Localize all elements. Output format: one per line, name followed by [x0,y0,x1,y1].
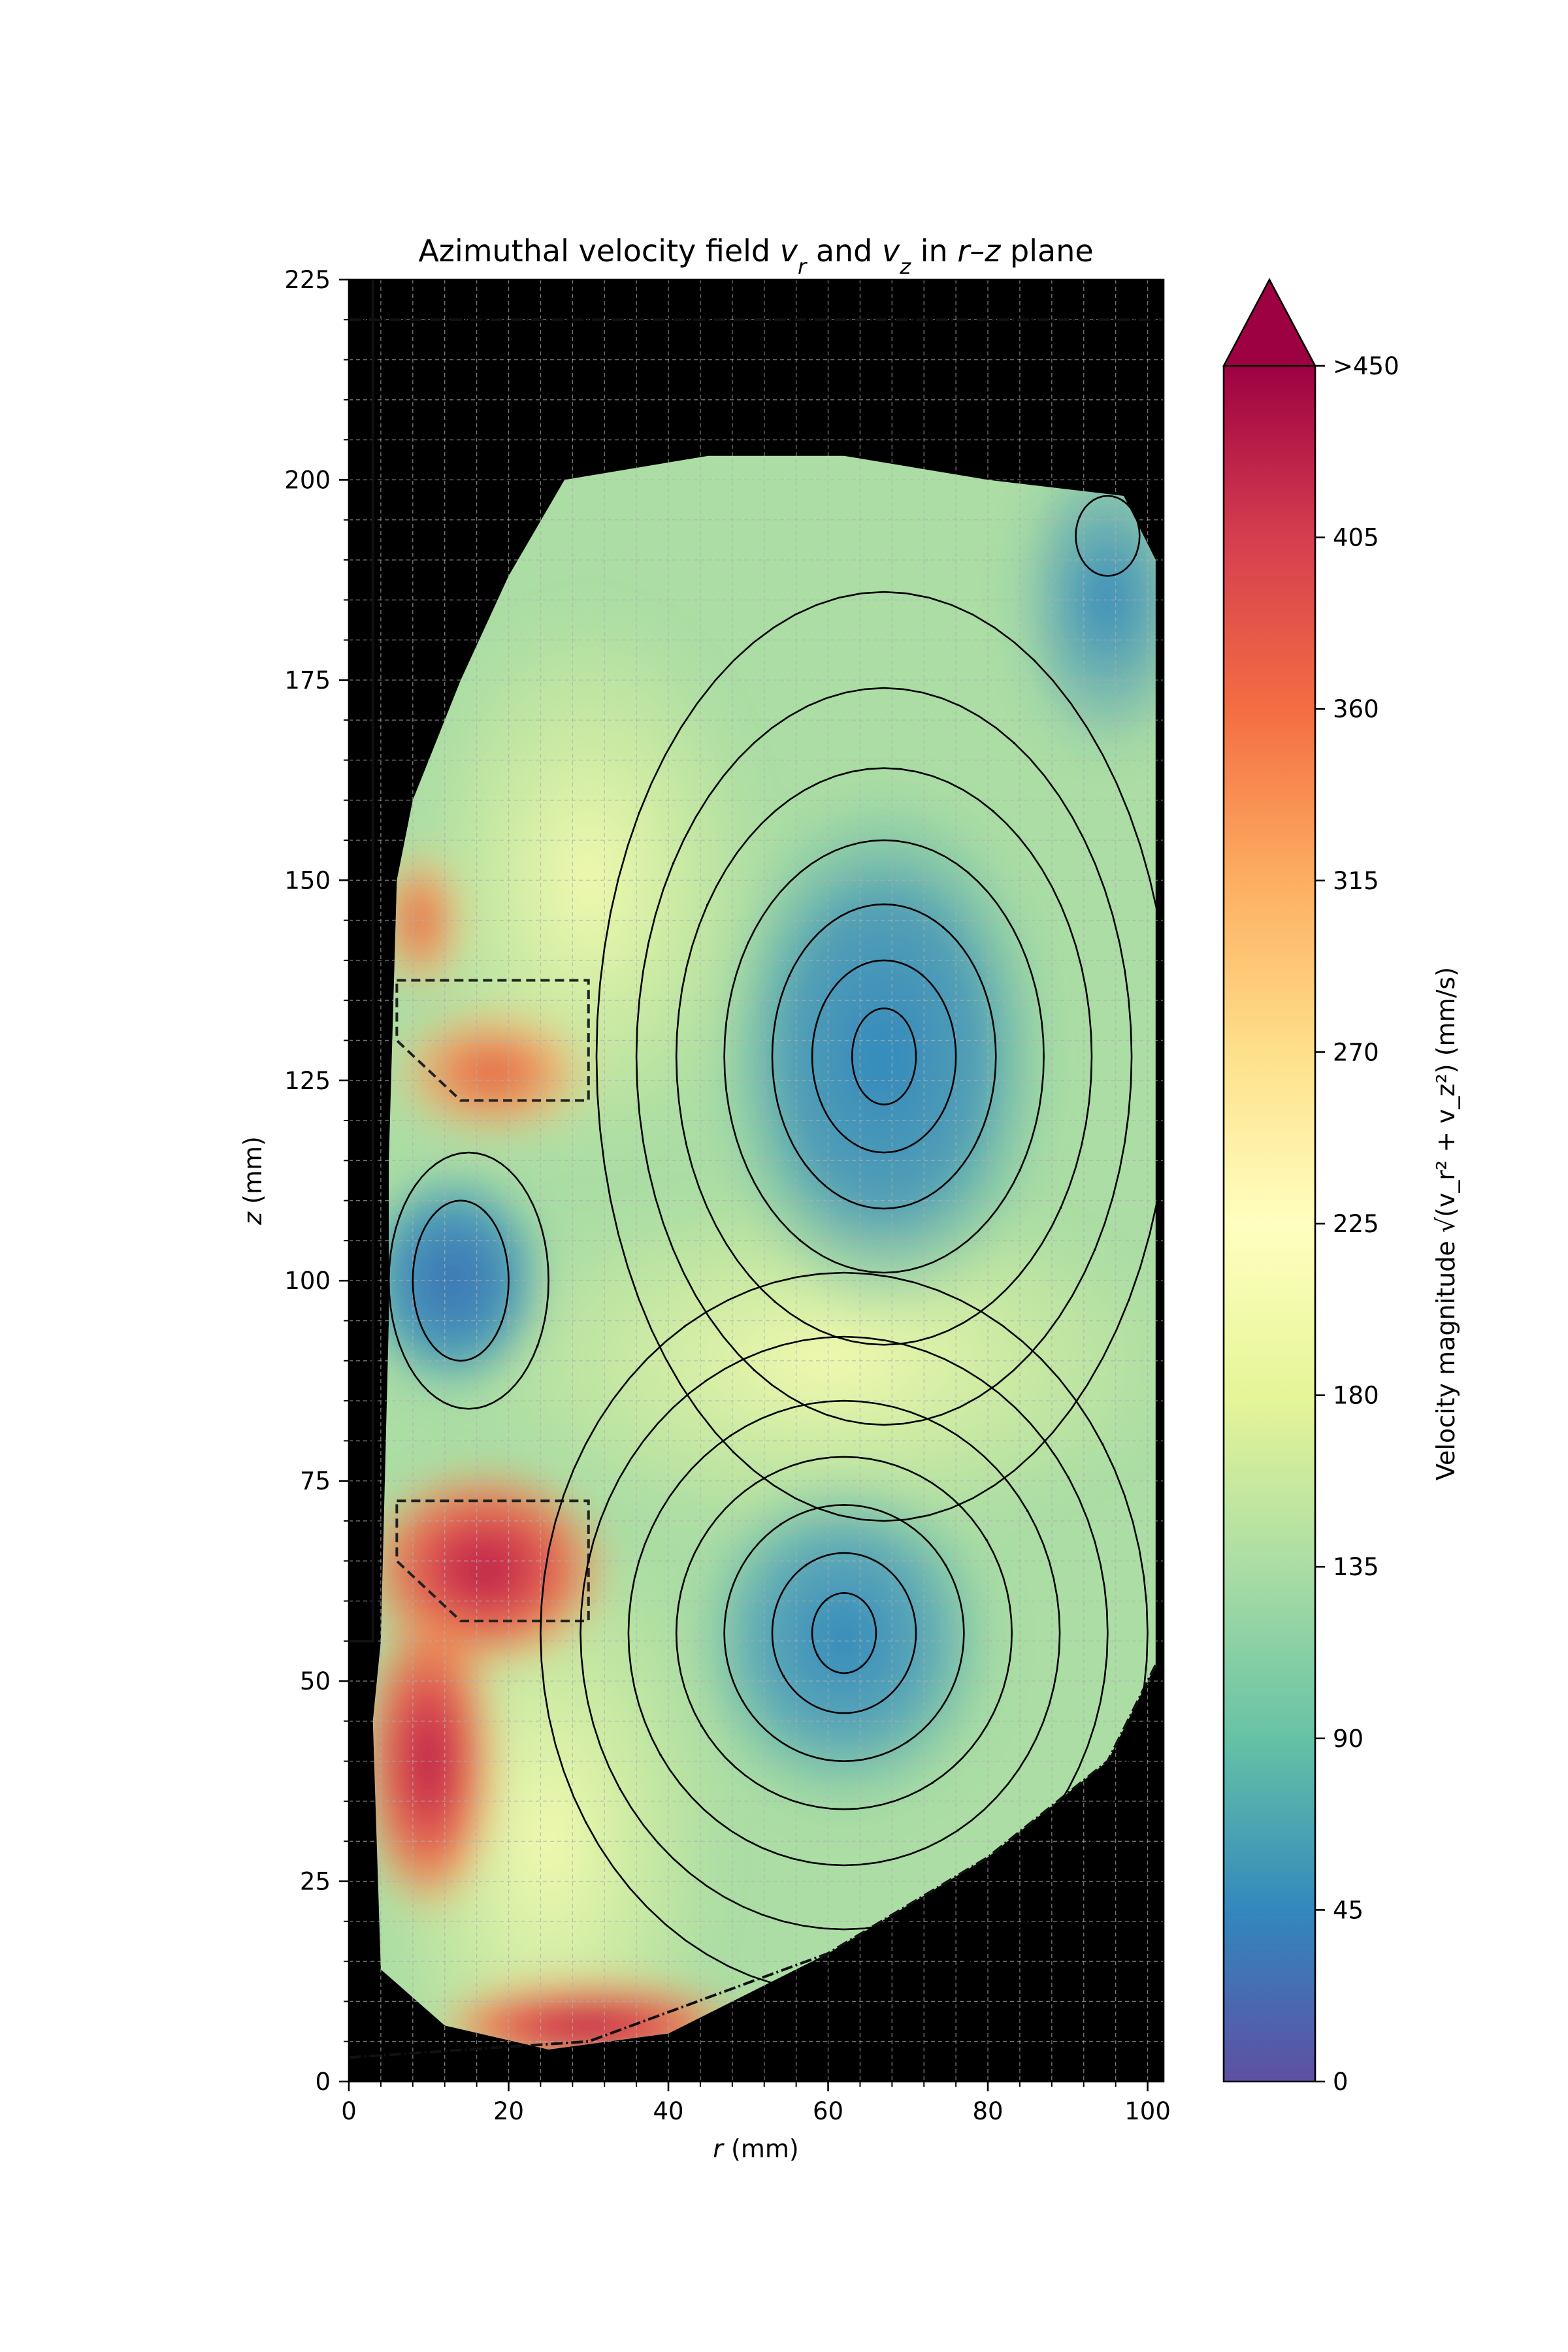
y-tick-label: 125 [284,1067,331,1095]
upper-vortex-streamline [723,839,1045,1274]
lower-vortex-streamline [723,1504,965,1763]
colorbar-tick-label: 180 [1333,1382,1379,1410]
colorbar-tick-label: >450 [1333,352,1399,380]
colorbar-tick-label: 225 [1333,1210,1379,1238]
x-tick-label: 20 [493,2097,524,2125]
y-axis-label: z (mm) [238,1136,267,1226]
lower-vortex-streamline [580,1335,1109,1931]
x-tick-label: 100 [1124,2097,1171,2125]
plot-area: 0 20 40 60 80 100 0 25 50 75 100 125 150 175 200 225 [284,266,1170,2125]
chart-title: Azimuthal velocity field vr and vz in r–… [418,233,1093,279]
y-tick-label: 0 [315,2068,331,2096]
y-tick-label: 150 [284,866,331,894]
plot-frame [348,278,1165,2083]
colorbar: 0 45 90 135 180 225 270 315 360 405 >450 Velocity … [1222,278,1460,2096]
x-tick-label: 60 [813,2097,843,2125]
x-tick-label: 40 [653,2097,683,2125]
y-tick-label: 200 [284,466,331,494]
y-tick-label: 25 [300,1868,331,1896]
colorbar-tick-label: 90 [1333,1725,1364,1753]
lower-vortex-streamline [771,1552,917,1714]
y-tick-label: 100 [284,1267,331,1295]
colorbar-tick-label: 405 [1333,524,1379,552]
lower-vortex-streamline [675,1456,1013,1810]
upper-vortex-streamline [595,591,1164,1522]
y-tick-label: 50 [300,1667,331,1695]
colorbar-label: Velocity magnitude √(v_r² + v_z²) (mm/s) [1431,967,1460,1480]
colorbar-tick-label: 0 [1333,2068,1348,2096]
streamlines [387,495,1164,1995]
x-tick-label: 0 [341,2097,357,2125]
colorbar-tick-label: 315 [1333,867,1379,895]
y-tick-label: 175 [284,666,331,694]
upper-vortex-streamline [771,903,997,1210]
boundary-lines [349,280,1164,2059]
colorbar-tick-label: 45 [1333,1896,1364,1924]
colorbar-ticks: 0 45 90 135 180 225 270 315 360 405 >450 [1315,352,1399,2096]
colorbar-tick-label: 360 [1333,695,1379,723]
grid-lines [349,280,1164,2082]
upper-vortex-streamline [635,687,1133,1426]
lower-vortex-streamline [627,1399,1061,1867]
bottom-vessel-curve [349,1664,1157,2059]
lower-impeller-box [395,1499,590,1623]
upper-vortex-streamline [811,959,957,1154]
colorbar-extend-arrow [1222,278,1317,367]
lower-vortex-streamline [540,1271,1149,1995]
colorbar-tick-label: 135 [1333,1553,1379,1581]
y-tick-label: 225 [284,266,331,294]
left-wall-line [349,280,374,1642]
x-tick-label: 80 [972,2097,1003,2125]
x-axis-label: r (mm) [713,2134,798,2163]
upper-vortex-streamline [675,767,1093,1346]
upper-jet-orange [380,1000,605,1145]
axis-ticks: 0 20 40 60 80 100 0 25 50 75 100 125 150 175 200 225 [284,266,1170,2125]
upper-impeller-box [395,979,590,1102]
upper-vortex-core [708,784,1060,1329]
colorbar-tick-label: 270 [1333,1038,1379,1066]
y-tick-label: 75 [300,1467,331,1495]
colorbar-gradient [1224,366,1315,2082]
